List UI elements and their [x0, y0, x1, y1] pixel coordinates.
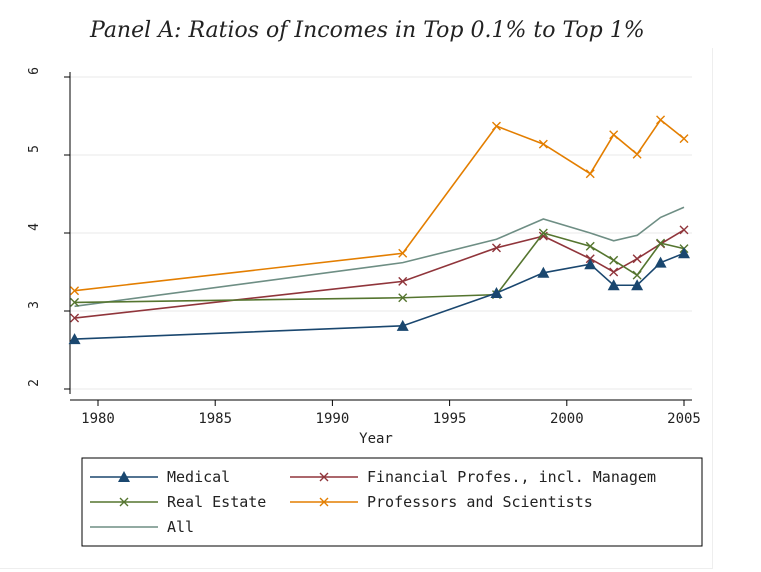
x-tick-label: 2005 — [667, 411, 701, 427]
legend-label: Professors and Scientists — [367, 493, 593, 511]
data-point — [656, 115, 666, 125]
data-point — [70, 297, 80, 307]
chart-title: Panel A: Ratios of Incomes in Top 0.1% t… — [90, 18, 645, 43]
legend-marker — [119, 497, 129, 507]
legend-label: Real Estate — [167, 493, 266, 511]
data-point — [490, 287, 503, 299]
chart-frame — [0, 48, 713, 569]
y-tick-label: 2 — [27, 379, 42, 387]
data-point — [491, 243, 501, 253]
data-point — [491, 121, 501, 131]
x-tick-label: 1995 — [433, 411, 467, 427]
data-point — [396, 319, 409, 331]
data-point — [398, 293, 408, 303]
data-point — [68, 333, 81, 345]
data-point — [398, 248, 408, 258]
legend-marker — [319, 497, 329, 507]
y-tick-label: 3 — [27, 301, 42, 309]
legend-label: Medical — [167, 468, 230, 486]
data-point — [679, 225, 689, 235]
data-point — [609, 267, 619, 277]
legend-label: All — [167, 518, 194, 536]
data-point — [398, 276, 408, 286]
y-tick-label: 4 — [27, 223, 42, 231]
data-point — [607, 279, 620, 291]
legend-marker — [118, 471, 130, 482]
data-point — [654, 256, 667, 268]
data-point — [679, 134, 689, 144]
data-point — [585, 241, 595, 251]
series-line — [74, 206, 685, 308]
data-point — [584, 258, 597, 270]
x-tick-label: 2000 — [550, 411, 584, 427]
data-point — [632, 254, 642, 264]
data-point — [656, 238, 666, 248]
data-point — [632, 270, 642, 280]
data-point — [631, 279, 644, 291]
legend — [81, 457, 703, 547]
data-point — [70, 286, 80, 296]
x-axis-label: Year — [359, 431, 393, 447]
data-point — [585, 169, 595, 179]
data-point — [678, 247, 690, 259]
data-point — [70, 313, 80, 323]
data-point — [538, 139, 548, 149]
data-point — [537, 266, 550, 278]
legend-label: Financial Profes., incl. Managem — [367, 468, 656, 486]
data-point — [609, 130, 619, 140]
x-tick-label: 1985 — [198, 411, 232, 427]
x-tick-label: 1980 — [81, 411, 115, 427]
data-point — [632, 149, 642, 159]
y-tick-label: 5 — [27, 145, 42, 153]
y-tick-label: 6 — [27, 67, 42, 75]
data-point — [609, 255, 619, 265]
x-tick-label: 1990 — [316, 411, 350, 427]
data-point — [538, 228, 548, 238]
legend-marker — [319, 472, 329, 482]
